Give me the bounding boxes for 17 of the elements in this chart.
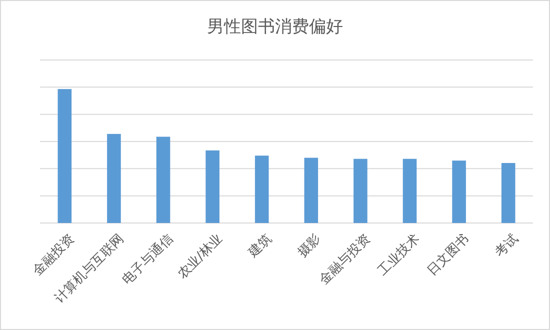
x-tick-label: 工业技术	[375, 231, 423, 279]
bar	[206, 150, 220, 223]
x-tick-label: 摄影	[295, 231, 324, 260]
bar	[107, 134, 121, 223]
bar	[354, 158, 368, 223]
bar	[58, 89, 72, 223]
bar	[156, 136, 170, 223]
bar	[254, 156, 269, 223]
bar	[501, 162, 516, 223]
bar	[452, 160, 466, 223]
bar	[304, 158, 318, 223]
x-tick-label: 建筑	[245, 231, 275, 262]
x-tick-label: 农业/林业	[175, 231, 226, 282]
chart-title: 男性图书消费偏好	[207, 17, 343, 37]
x-tick-label: 日文图书	[424, 231, 472, 279]
x-tick-label: 考试	[492, 231, 522, 260]
bar	[402, 158, 417, 223]
